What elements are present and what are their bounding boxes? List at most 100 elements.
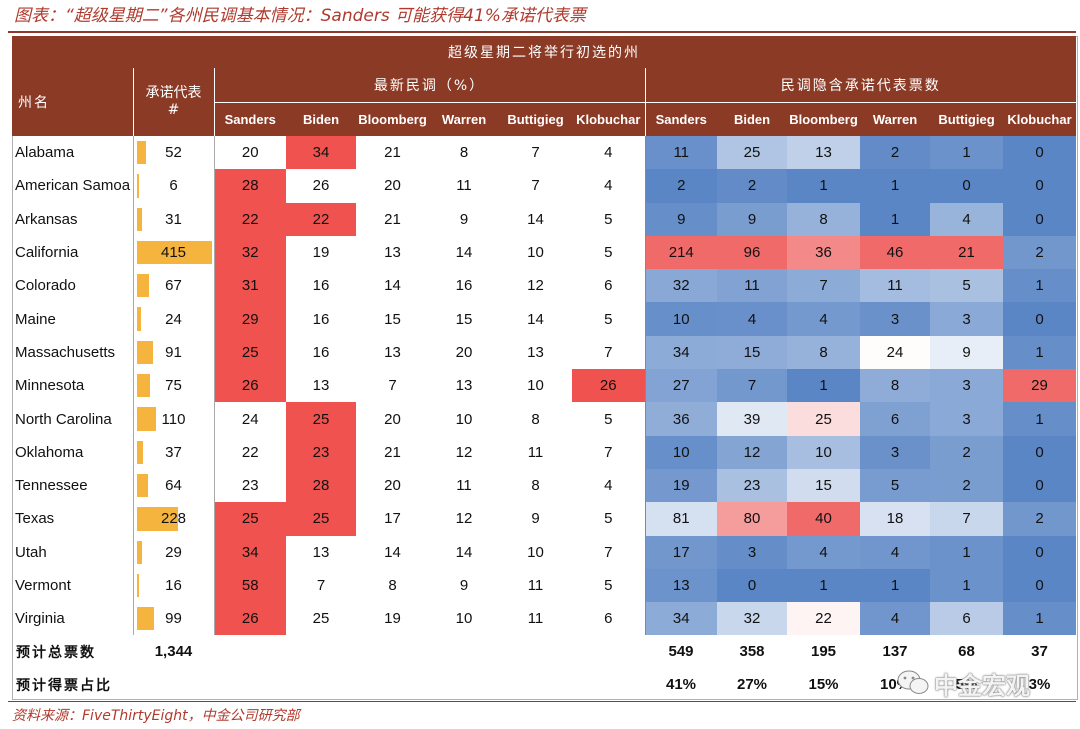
delegates-cell: 52 — [133, 136, 215, 170]
implied-cell-klobuchar: 1 — [1003, 335, 1076, 370]
implied-cell-sanders: 214 — [645, 235, 717, 270]
wechat-icon — [897, 670, 929, 694]
implied-cell-biden: 32 — [717, 602, 787, 636]
delegates-bar — [136, 473, 149, 498]
poll-cell-bloomberg: 14 — [384, 277, 401, 295]
implied-cell-bloomberg: 25 — [787, 402, 860, 436]
state-name: American Samoa — [12, 169, 134, 203]
delegates-bar — [136, 407, 157, 431]
poll-cell-sanders: 25 — [214, 335, 286, 370]
poll-cell-bloomberg: 15 — [384, 310, 401, 328]
implied-cell-warren: 4 — [860, 602, 930, 636]
header-poll-buttigieg: Buttigieg — [507, 112, 564, 127]
poll-cell-klobuchar: 6 — [572, 269, 646, 303]
table-row: North Carolina 110 24 25 20 10 8 5 36 39 25 6 3 1 — [12, 402, 1076, 436]
state-name: North Carolina — [12, 402, 134, 436]
poll-cell-klobuchar: 5 — [572, 568, 646, 603]
poll-cell-sanders: 26 — [214, 602, 286, 636]
poll-cell-warren: 9 — [459, 210, 469, 228]
poll-cell-bloomberg: 14 — [384, 543, 401, 561]
poll-cell-warren: 10 — [455, 410, 473, 428]
poll-cell-klobuchar: 5 — [572, 235, 646, 270]
table-row: Colorado 67 31 16 14 16 12 6 32 11 7 11 5 1 — [12, 269, 1076, 303]
implied-cell-klobuchar: 0 — [1003, 435, 1076, 469]
poll-cell-buttigieg: 11 — [527, 577, 544, 594]
delegates-value: 37 — [165, 443, 182, 461]
poll-cell-biden: 16 — [312, 310, 330, 328]
implied-cell-klobuchar: 2 — [1003, 502, 1076, 536]
delegates-value: 31 — [165, 210, 182, 228]
poll-cell-biden: 25 — [286, 402, 356, 436]
implied-cell-bloomberg: 1 — [787, 568, 860, 603]
poll-cell-klobuchar: 7 — [572, 535, 646, 569]
delegates-value: 64 — [165, 477, 182, 495]
poll-cell-biden: 7 — [316, 577, 326, 594]
delegates-bar — [136, 340, 153, 365]
implied-cell-biden: 0 — [717, 568, 787, 603]
state-column-header: 州名 — [12, 68, 134, 136]
share-row-klobuchar: 3% — [1028, 676, 1051, 694]
total-row-sanders: 549 — [668, 643, 694, 661]
implied-cell-bloomberg: 15 — [787, 468, 860, 503]
poll-cell-warren: 20 — [455, 343, 473, 361]
implied-cell-sanders: 32 — [645, 269, 717, 303]
delegates-value: 110 — [161, 410, 186, 428]
header-implied-buttigieg: Buttigieg — [938, 112, 995, 127]
source-note: 资料来源：FiveThirtyEight，中金公司研究部 — [12, 708, 300, 724]
implied-cell-biden: 23 — [717, 468, 787, 503]
poll-cell-biden: 13 — [312, 543, 330, 561]
total-row-buttigieg: 68 — [958, 643, 975, 661]
implied-cell-sanders: 13 — [645, 568, 717, 603]
poll-cell-bloomberg: 19 — [384, 610, 401, 628]
state-name: Virginia — [12, 602, 134, 636]
delegates-value: 6 — [169, 177, 178, 195]
delegates-bar — [136, 607, 155, 631]
poll-cell-buttigieg: 10 — [527, 377, 544, 395]
header-implied-bloomberg: Bloomberg — [789, 112, 858, 127]
implied-cell-sanders: 17 — [645, 535, 717, 569]
delegates-value: 24 — [165, 310, 182, 328]
implied-cell-warren: 5 — [860, 468, 930, 503]
poll-cell-bloomberg: 20 — [384, 410, 401, 428]
state-name: Tennessee — [12, 468, 134, 503]
poll-cell-klobuchar: 7 — [572, 435, 646, 469]
implied-cell-klobuchar: 29 — [1003, 369, 1076, 403]
poll-cell-sanders: 25 — [214, 502, 286, 536]
poll-cell-warren: 13 — [455, 377, 473, 395]
poll-cell-klobuchar: 5 — [572, 402, 646, 436]
state-name: Maine — [12, 302, 134, 336]
poll-cell-klobuchar: 26 — [572, 369, 646, 403]
implied-cell-sanders: 10 — [645, 302, 717, 336]
poll-cell-sanders: 58 — [214, 568, 286, 603]
implied-cell-bloomberg: 7 — [787, 269, 860, 303]
implied-cell-warren: 3 — [860, 302, 930, 336]
delegates-value: 29 — [165, 543, 182, 561]
delegates-cell: 67 — [133, 269, 215, 303]
implied-cell-buttigieg: 7 — [930, 502, 1003, 536]
poll-cell-sanders: 22 — [214, 202, 286, 236]
implied-cell-sanders: 19 — [645, 468, 717, 503]
watermark: 中金宏观 — [896, 666, 1066, 700]
implied-cell-buttigieg: 0 — [930, 169, 1003, 203]
poll-cell-warren: 10 — [455, 610, 473, 628]
table-row: Alabama 52 20 34 21 8 7 4 11 25 13 2 1 0 — [12, 136, 1076, 170]
header-poll-biden: Biden — [302, 112, 340, 127]
implied-cell-bloomberg: 10 — [787, 435, 860, 469]
delegates-bar — [136, 540, 142, 564]
poll-cell-buttigieg: 11 — [527, 610, 544, 628]
implied-cell-biden: 80 — [717, 502, 787, 536]
delegates-value: 75 — [165, 377, 182, 395]
implied-cell-bloomberg: 8 — [787, 202, 860, 236]
header-poll-warren: Warren — [441, 112, 487, 127]
poll-cell-buttigieg: 11 — [527, 443, 544, 461]
poll-cell-bloomberg: 20 — [384, 477, 401, 495]
table-row: Utah 29 34 13 14 14 10 7 17 3 4 4 1 0 — [12, 535, 1076, 569]
implied-group-header: 民调隐含承诺代表票数 — [645, 68, 1076, 103]
delegates-header-sub: # — [167, 102, 180, 118]
delegates-value: 99 — [165, 610, 182, 628]
implied-cell-klobuchar: 1 — [1003, 602, 1076, 636]
delegates-bar — [136, 240, 212, 265]
state-name: Minnesota — [12, 369, 134, 403]
poll-cell-sanders: 20 — [241, 144, 259, 162]
state-name: Massachusetts — [12, 335, 134, 370]
